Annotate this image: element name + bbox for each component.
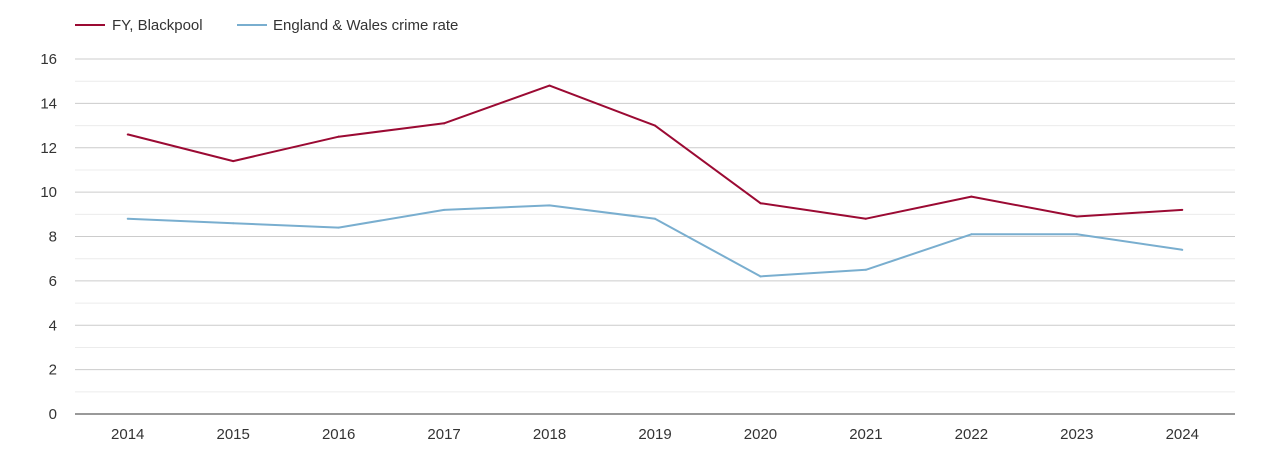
x-tick-label: 2019: [638, 426, 671, 443]
data-point-blackpool[interactable]: [864, 217, 867, 220]
x-tick-label: 2020: [744, 426, 777, 443]
data-point-blackpool[interactable]: [654, 124, 656, 127]
series-group: [126, 84, 1184, 278]
y-tick-label: 6: [49, 273, 57, 290]
data-point-england-wales[interactable]: [1181, 248, 1184, 251]
x-tick-label: 2022: [955, 426, 988, 443]
x-tick-label: 2024: [1166, 426, 1199, 443]
data-point-blackpool[interactable]: [970, 195, 973, 198]
data-point-blackpool[interactable]: [232, 160, 235, 163]
data-point-england-wales[interactable]: [654, 217, 656, 220]
series-line-england-wales[interactable]: [127, 204, 1183, 278]
y-tick-label: 0: [49, 406, 57, 423]
data-point-blackpool[interactable]: [1181, 208, 1184, 211]
y-tick-label: 4: [49, 317, 57, 334]
series-line-blackpool[interactable]: [127, 84, 1183, 220]
legend-item-england-wales[interactable]: England & Wales crime rate: [237, 17, 458, 34]
x-axis: 2014 2015 2016 2017 2018 2019 2020 2021 2022 2023…: [75, 413, 1235, 443]
x-tick-label: 2014: [111, 426, 144, 443]
data-point-blackpool[interactable]: [548, 84, 551, 87]
data-point-blackpool[interactable]: [759, 202, 762, 205]
y-tick-label: 16: [40, 51, 57, 68]
legend: FY, Blackpool England & Wales crime rate: [75, 17, 458, 34]
legend-item-blackpool[interactable]: FY, Blackpool: [75, 17, 203, 34]
legend-label-england-wales: England & Wales crime rate: [273, 17, 458, 34]
gridlines: [75, 58, 1235, 393]
x-tick-label: 2023: [1060, 426, 1093, 443]
y-tick-label: 2: [49, 362, 57, 379]
data-point-england-wales[interactable]: [759, 275, 762, 278]
y-tick-label: 10: [40, 184, 57, 201]
x-tick-label: 2017: [427, 426, 460, 443]
data-point-blackpool[interactable]: [1075, 215, 1078, 218]
x-tick-label: 2016: [322, 426, 355, 443]
data-point-england-wales[interactable]: [232, 222, 235, 225]
y-tick-label: 12: [40, 140, 57, 157]
data-point-england-wales[interactable]: [443, 208, 446, 211]
data-point-england-wales[interactable]: [970, 233, 973, 236]
y-axis: 0 2 4 6 8 10 12 14 16: [40, 51, 57, 423]
data-point-england-wales[interactable]: [864, 268, 867, 271]
data-point-blackpool[interactable]: [126, 133, 129, 136]
y-tick-label: 8: [49, 229, 57, 246]
data-point-blackpool[interactable]: [443, 122, 446, 125]
data-point-england-wales[interactable]: [126, 217, 129, 220]
y-tick-label: 14: [40, 95, 57, 112]
data-point-england-wales[interactable]: [337, 226, 340, 229]
x-tick-label: 2015: [216, 426, 249, 443]
x-tick-label: 2018: [533, 426, 566, 443]
data-point-blackpool[interactable]: [337, 135, 340, 138]
data-point-england-wales[interactable]: [548, 204, 551, 207]
data-point-england-wales[interactable]: [1075, 233, 1078, 236]
legend-label-blackpool: FY, Blackpool: [112, 17, 203, 34]
x-tick-label: 2021: [849, 426, 882, 443]
